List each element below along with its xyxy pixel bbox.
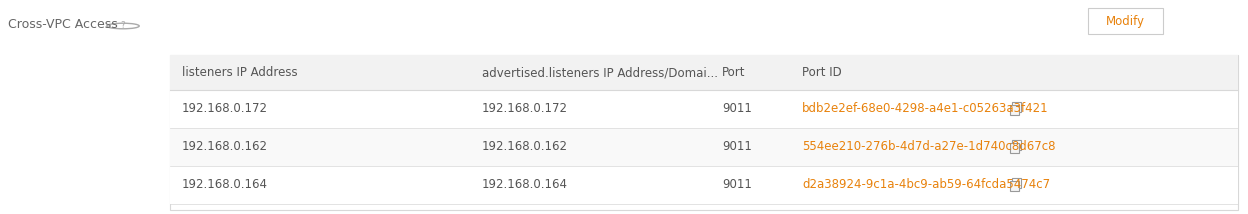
Text: 192.168.0.162: 192.168.0.162 [482,141,568,153]
Text: ?: ? [121,21,125,31]
FancyBboxPatch shape [170,55,1238,90]
Text: Cross-VPC Access: Cross-VPC Access [7,18,117,31]
Text: 9011: 9011 [723,141,751,153]
FancyBboxPatch shape [170,166,1238,204]
FancyBboxPatch shape [1012,102,1021,112]
Text: bdb2e2ef-68e0-4298-a4e1-c05263a3f421: bdb2e2ef-68e0-4298-a4e1-c05263a3f421 [802,103,1048,116]
Text: 192.168.0.164: 192.168.0.164 [482,178,568,192]
Text: 192.168.0.162: 192.168.0.162 [182,141,268,153]
Text: Port ID: Port ID [802,66,841,79]
FancyBboxPatch shape [1012,178,1021,188]
FancyBboxPatch shape [1012,140,1021,150]
Text: listeners IP Address: listeners IP Address [182,66,297,79]
Text: 192.168.0.172: 192.168.0.172 [182,103,268,116]
Text: 192.168.0.164: 192.168.0.164 [182,178,268,192]
Text: advertised.listeners IP Address/Domai...: advertised.listeners IP Address/Domai... [482,66,718,79]
FancyBboxPatch shape [170,90,1238,128]
FancyBboxPatch shape [1010,181,1018,191]
FancyBboxPatch shape [1010,105,1018,115]
Text: 192.168.0.172: 192.168.0.172 [482,103,568,116]
FancyBboxPatch shape [1010,143,1018,153]
Text: Port: Port [723,66,745,79]
Text: d2a38924-9c1a-4bc9-ab59-64fcda5474c7: d2a38924-9c1a-4bc9-ab59-64fcda5474c7 [802,178,1050,192]
Text: 9011: 9011 [723,103,751,116]
Text: Modify: Modify [1106,15,1144,28]
Text: 9011: 9011 [723,178,751,192]
FancyBboxPatch shape [1088,8,1163,34]
FancyBboxPatch shape [170,128,1238,166]
Text: 554ee210-276b-4d7d-a27e-1d740c8d67c8: 554ee210-276b-4d7d-a27e-1d740c8d67c8 [802,141,1056,153]
